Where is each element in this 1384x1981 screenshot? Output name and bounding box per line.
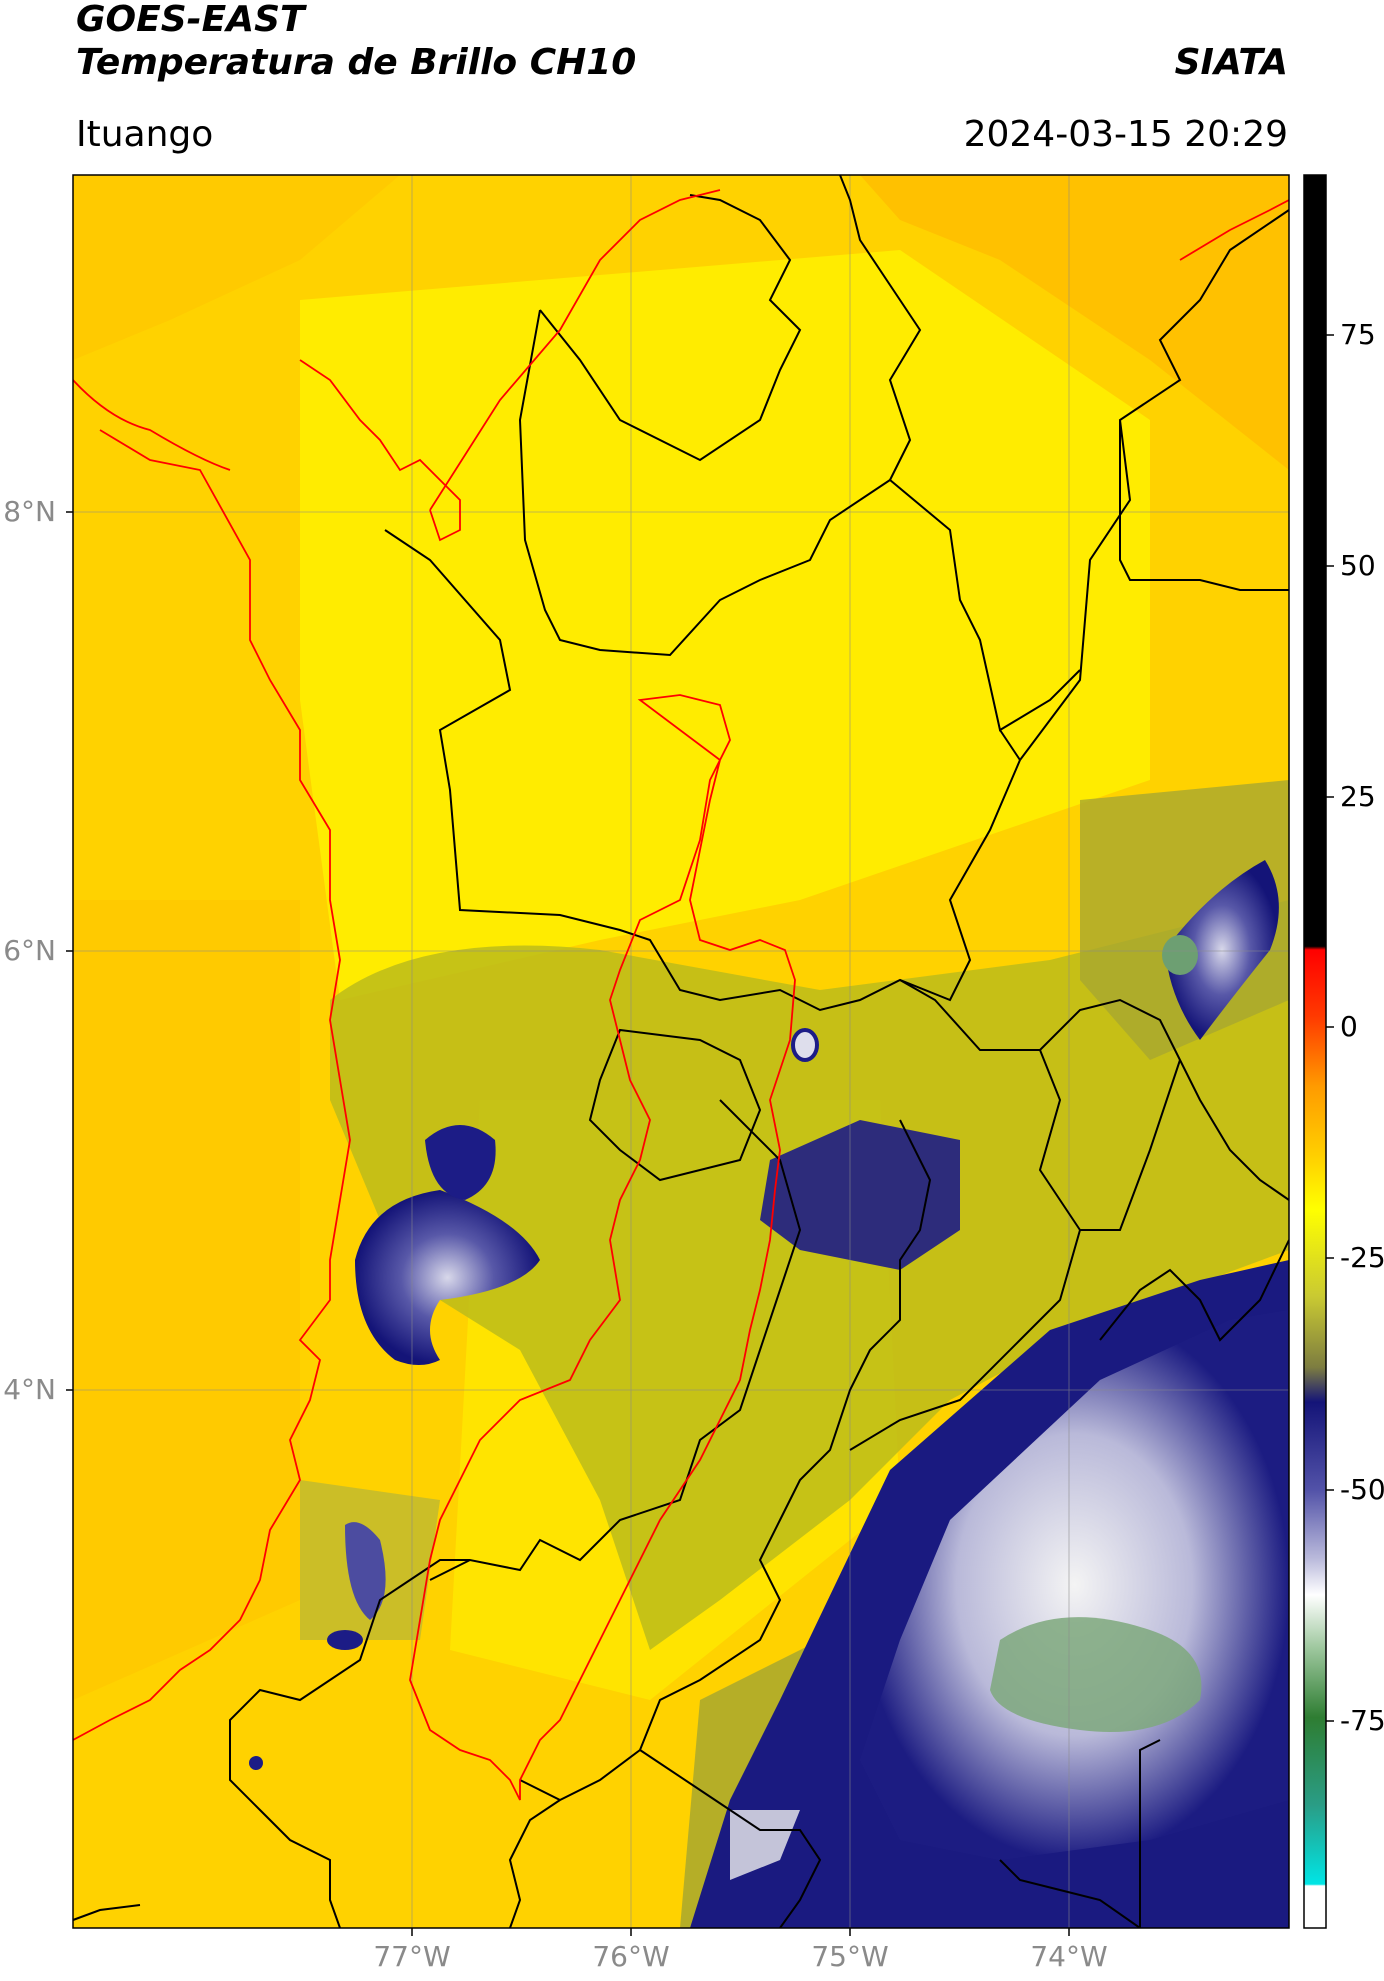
colorbar-label-75: 75 bbox=[1340, 318, 1376, 351]
location-label: Ituango bbox=[76, 114, 214, 155]
axis-ticks bbox=[66, 511, 1070, 1936]
map-gridlines bbox=[73, 175, 1289, 1928]
lon-label-77w: 77°W bbox=[373, 1940, 451, 1973]
colorbar-label-50: 50 bbox=[1340, 549, 1376, 582]
title-line-2: Temperatura de Brillo CH10 bbox=[76, 42, 637, 83]
lon-label-75w: 75°W bbox=[811, 1940, 889, 1973]
colorbar-label-minus75: -75 bbox=[1340, 1704, 1384, 1737]
colorbar-label-minus50: -50 bbox=[1340, 1473, 1384, 1506]
title-line-1: GOES-EAST bbox=[76, 0, 305, 40]
lon-label-76w: 76°W bbox=[592, 1940, 670, 1973]
datetime-label: 2024-03-15 20:29 bbox=[963, 114, 1288, 155]
satellite-field bbox=[73, 175, 1289, 1928]
colorbar bbox=[1303, 174, 1327, 1929]
colorbar-ticks bbox=[1326, 334, 1334, 1722]
colorbar-label-0: 0 bbox=[1340, 1010, 1358, 1043]
coastline-boundary bbox=[73, 189, 1289, 1801]
lat-label-8n: 8°N bbox=[3, 495, 56, 528]
brand-label: SIATA bbox=[1174, 42, 1288, 83]
lon-label-74w: 74°W bbox=[1030, 1940, 1108, 1973]
map-frame bbox=[72, 174, 1290, 1929]
lat-label-4n: 4°N bbox=[3, 1373, 56, 1406]
department-borders bbox=[73, 175, 1289, 1928]
colorbar-label-minus25: -25 bbox=[1340, 1241, 1384, 1274]
lat-label-6n: 6°N bbox=[3, 934, 56, 967]
colorbar-label-25: 25 bbox=[1340, 780, 1376, 813]
